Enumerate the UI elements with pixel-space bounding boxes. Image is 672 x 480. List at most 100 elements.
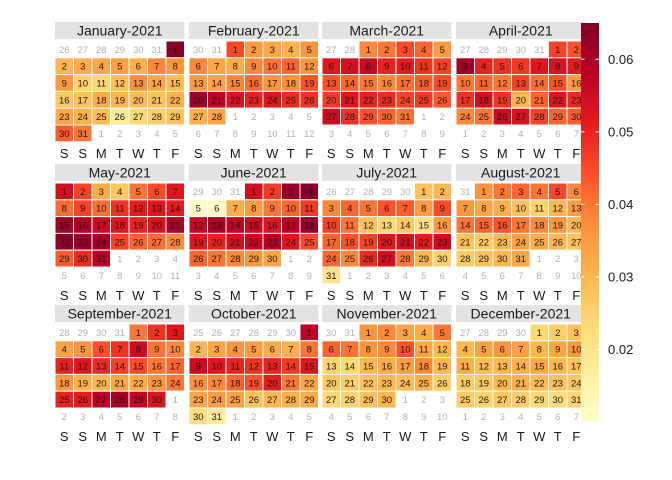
weekday-label: T <box>116 429 124 444</box>
weekday-label: T <box>287 146 295 161</box>
day-number: 6 <box>500 271 505 282</box>
day-number: 1 <box>555 45 560 56</box>
day-number: 12 <box>77 362 88 373</box>
day-number: 11 <box>460 362 470 373</box>
day-number: 23 <box>193 395 204 406</box>
day-number: 6 <box>555 412 560 423</box>
day-number: 30 <box>193 412 204 423</box>
weekday-label: W <box>266 146 279 161</box>
day-number: 13 <box>267 362 278 373</box>
weekday-label: S <box>194 429 203 444</box>
weekday-label: T <box>116 288 124 303</box>
day-number: 18 <box>230 378 241 389</box>
day-number: 22 <box>478 237 489 248</box>
day-number: 30 <box>193 45 204 56</box>
weekday-label: S <box>212 146 221 161</box>
weekday-label: M <box>230 288 241 303</box>
day-number: 21 <box>170 221 181 232</box>
day-number: 29 <box>418 254 429 265</box>
day-number: 20 <box>381 237 392 248</box>
day-number: 7 <box>347 62 352 73</box>
day-number: 26 <box>437 378 448 389</box>
day-number: 6 <box>99 345 104 356</box>
day-number: 13 <box>326 79 337 90</box>
day-number: 29 <box>248 254 259 265</box>
day-number: 25 <box>193 328 204 339</box>
weekday-label: T <box>250 146 258 161</box>
day-number: 28 <box>400 254 411 265</box>
day-number: 13 <box>381 221 392 232</box>
day-number: 28 <box>96 45 107 56</box>
weekday-label: S <box>212 288 221 303</box>
day-number: 19 <box>552 221 563 232</box>
weekday-label: S <box>212 429 221 444</box>
day-number: 15 <box>304 362 315 373</box>
weekday-label: M <box>230 146 241 161</box>
colorbar-tick-label: 0.06 <box>608 52 633 67</box>
day-number: 29 <box>478 254 489 265</box>
day-number: 21 <box>114 378 125 389</box>
weekday-label: T <box>153 146 161 161</box>
day-number: 24 <box>267 95 278 106</box>
day-number: 26 <box>478 395 489 406</box>
day-number: 14 <box>114 362 125 373</box>
day-number: 29 <box>381 187 392 198</box>
day-number: 3 <box>500 412 505 423</box>
weekday-label: W <box>399 146 412 161</box>
day-number: 3 <box>518 187 523 198</box>
day-number: 17 <box>96 221 107 232</box>
day-number: 4 <box>421 328 426 339</box>
day-number: 30 <box>400 187 411 198</box>
day-number: 29 <box>552 112 563 123</box>
day-number: 5 <box>481 345 486 356</box>
day-number: 29 <box>363 395 374 406</box>
day-number: 2 <box>384 45 389 56</box>
weekday-label: S <box>345 288 354 303</box>
weekday-label: F <box>438 429 446 444</box>
day-number: 29 <box>193 187 204 198</box>
day-number: 25 <box>59 395 70 406</box>
day-number: 1 <box>421 112 426 123</box>
day-number: 30 <box>267 254 278 265</box>
day-number: 7 <box>214 62 219 73</box>
day-number: 29 <box>304 395 315 406</box>
weekday-label: T <box>517 429 525 444</box>
day-number: 7 <box>99 271 104 282</box>
day-number: 26 <box>59 45 70 56</box>
day-number: 19 <box>478 378 489 389</box>
day-number: 6 <box>555 129 560 140</box>
day-number: 10 <box>437 412 448 423</box>
day-number: 30 <box>571 112 582 123</box>
day-number: 3 <box>196 271 201 282</box>
day-number: 17 <box>285 221 296 232</box>
day-number: 28 <box>285 395 296 406</box>
weekday-label: F <box>171 429 179 444</box>
day-number: 23 <box>497 237 508 248</box>
day-number: 15 <box>478 221 489 232</box>
day-number: 16 <box>151 362 162 373</box>
day-number: 29 <box>133 395 144 406</box>
day-number: 10 <box>326 221 337 232</box>
weekday-label: F <box>572 288 580 303</box>
day-number: 17 <box>460 95 471 106</box>
day-number: 1 <box>307 328 312 339</box>
day-number: 16 <box>381 362 392 373</box>
day-number: 17 <box>515 221 526 232</box>
day-number: 3 <box>574 328 579 339</box>
month-title-strip <box>55 22 185 39</box>
day-number: 4 <box>62 345 67 356</box>
day-number: 4 <box>99 62 104 73</box>
day-number: 31 <box>344 328 355 339</box>
day-number: 22 <box>230 95 241 106</box>
month-title: March-2021 <box>349 23 424 39</box>
day-number: 16 <box>437 221 448 232</box>
day-number: 3 <box>136 129 141 140</box>
day-number: 27 <box>267 395 278 406</box>
day-number: 13 <box>326 362 337 373</box>
colorbar-tick-label: 0.02 <box>608 342 633 357</box>
day-number: 3 <box>214 345 219 356</box>
day-number: 7 <box>518 271 523 282</box>
day-number: 4 <box>463 271 468 282</box>
day-number: 3 <box>99 187 104 198</box>
month-title: August-2021 <box>481 165 561 181</box>
